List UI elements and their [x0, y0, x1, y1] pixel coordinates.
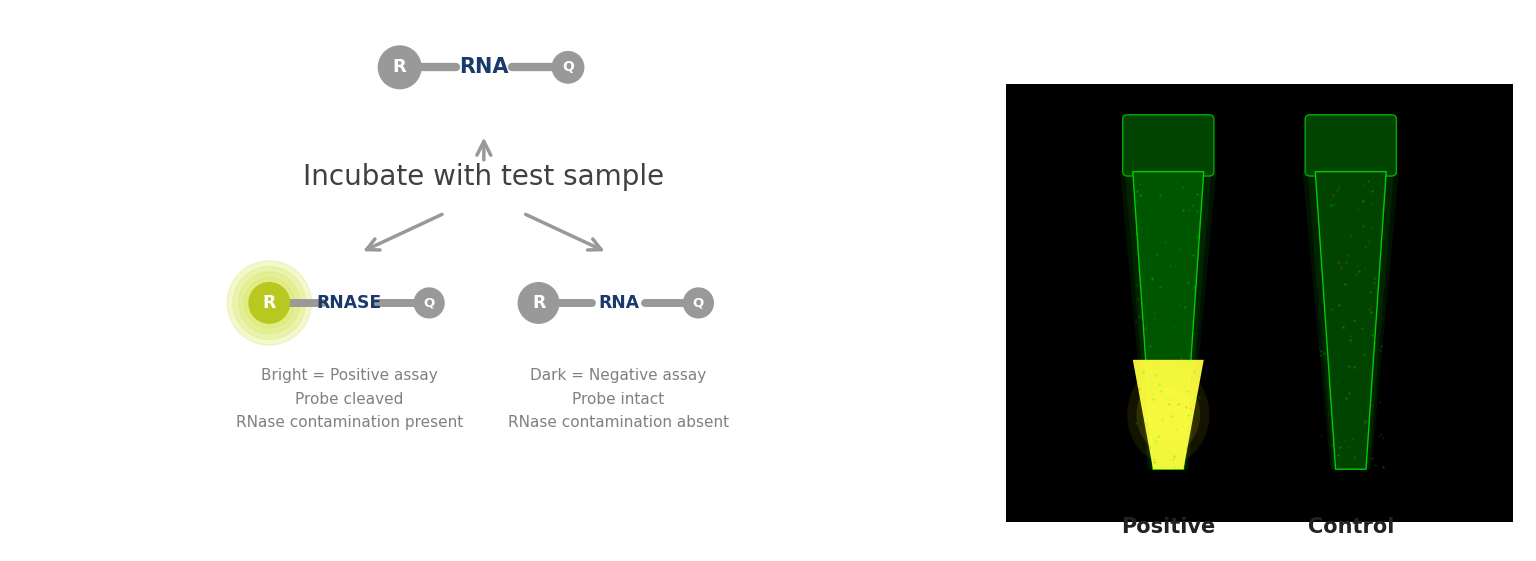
Circle shape [249, 283, 289, 323]
Text: RNASE: RNASE [316, 294, 382, 312]
FancyBboxPatch shape [1006, 84, 1513, 522]
Circle shape [553, 52, 584, 83]
Polygon shape [1315, 172, 1385, 469]
Circle shape [244, 278, 295, 328]
Text: RNA: RNA [598, 294, 639, 312]
FancyBboxPatch shape [1123, 115, 1213, 176]
Text: Probe cleaved: Probe cleaved [295, 392, 404, 407]
Text: Q: Q [562, 61, 574, 74]
Text: Positive: Positive [1121, 517, 1215, 537]
Text: R: R [531, 294, 545, 312]
Text: R: R [393, 58, 407, 76]
Text: RNA: RNA [459, 57, 508, 77]
Circle shape [684, 288, 713, 318]
Text: Dark = Negative assay: Dark = Negative assay [530, 369, 707, 383]
FancyBboxPatch shape [1306, 115, 1396, 176]
Polygon shape [1126, 172, 1212, 469]
Circle shape [378, 46, 421, 89]
Text: Control: Control [1307, 517, 1395, 537]
Polygon shape [1132, 172, 1204, 469]
Text: R: R [263, 294, 276, 312]
Circle shape [415, 288, 444, 318]
Text: Probe intact: Probe intact [573, 392, 665, 407]
Text: Incubate with test sample: Incubate with test sample [303, 163, 665, 191]
Text: RNase contamination absent: RNase contamination absent [508, 416, 730, 430]
Ellipse shape [1127, 365, 1209, 464]
Circle shape [518, 283, 559, 323]
Polygon shape [1120, 172, 1217, 469]
Circle shape [238, 272, 300, 334]
Polygon shape [1307, 172, 1393, 469]
Ellipse shape [1146, 387, 1190, 442]
Text: Q: Q [424, 296, 435, 310]
Polygon shape [1303, 172, 1399, 469]
Ellipse shape [1137, 376, 1200, 453]
Polygon shape [1132, 360, 1204, 469]
Text: Bright = Positive assay: Bright = Positive assay [261, 369, 438, 383]
Text: Q: Q [693, 296, 703, 310]
Text: RNase contamination present: RNase contamination present [235, 416, 462, 430]
Circle shape [227, 261, 312, 345]
Circle shape [233, 266, 306, 339]
